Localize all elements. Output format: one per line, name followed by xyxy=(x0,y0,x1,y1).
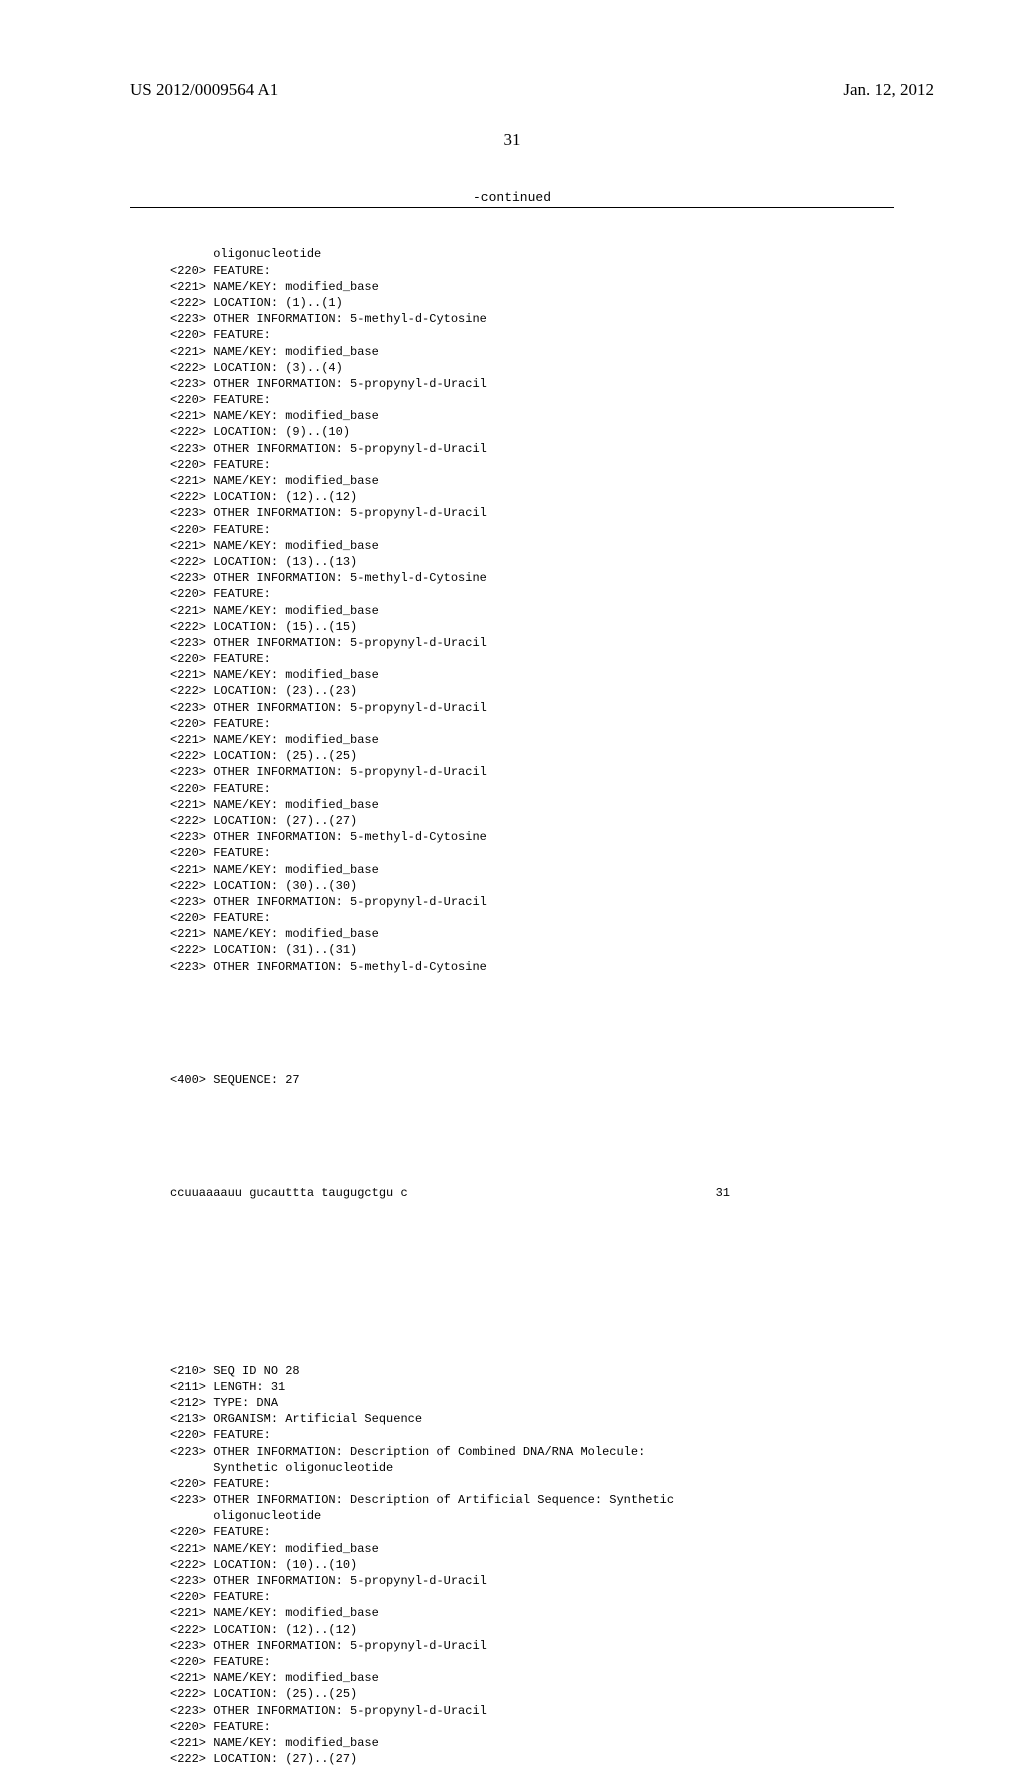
listing-line: <223> OTHER INFORMATION: Description of … xyxy=(170,1444,894,1460)
listing-line: <221> NAME/KEY: modified_base xyxy=(170,344,894,360)
listing-line: <221> NAME/KEY: modified_base xyxy=(170,926,894,942)
page-number: 31 xyxy=(0,130,1024,150)
feature-block-2: <210> SEQ ID NO 28<211> LENGTH: 31<212> … xyxy=(170,1363,894,1768)
listing-line: <220> FEATURE: xyxy=(170,845,894,861)
listing-line: <211> LENGTH: 31 xyxy=(170,1379,894,1395)
listing-line: <222> LOCATION: (1)..(1) xyxy=(170,295,894,311)
page-header: US 2012/0009564 A1 Jan. 12, 2012 xyxy=(0,0,1024,100)
listing-line: <222> LOCATION: (27)..(27) xyxy=(170,1751,894,1767)
listing-line: <222> LOCATION: (31)..(31) xyxy=(170,942,894,958)
feature-block-1: oligonucleotide<220> FEATURE:<221> NAME/… xyxy=(170,246,894,974)
listing-line: <220> FEATURE: xyxy=(170,781,894,797)
listing-line: <221> NAME/KEY: modified_base xyxy=(170,667,894,683)
listing-line: <222> LOCATION: (30)..(30) xyxy=(170,878,894,894)
listing-line: <220> FEATURE: xyxy=(170,1476,894,1492)
listing-line: <221> NAME/KEY: modified_base xyxy=(170,408,894,424)
listing-line: <222> LOCATION: (23)..(23) xyxy=(170,683,894,699)
listing-line: <223> OTHER INFORMATION: 5-methyl-d-Cyto… xyxy=(170,570,894,586)
listing-line: <223> OTHER INFORMATION: 5-propynyl-d-Ur… xyxy=(170,700,894,716)
continued-label: -continued xyxy=(0,190,1024,207)
listing-line: <221> NAME/KEY: modified_base xyxy=(170,1541,894,1557)
listing-line: <223> OTHER INFORMATION: 5-propynyl-d-Ur… xyxy=(170,1573,894,1589)
listing-line: <223> OTHER INFORMATION: 5-propynyl-d-Ur… xyxy=(170,764,894,780)
listing-line: <221> NAME/KEY: modified_base xyxy=(170,732,894,748)
listing-line: <221> NAME/KEY: modified_base xyxy=(170,862,894,878)
listing-line: <222> LOCATION: (9)..(10) xyxy=(170,424,894,440)
listing-line: <220> FEATURE: xyxy=(170,263,894,279)
listing-line: <220> FEATURE: xyxy=(170,327,894,343)
listing-line: <223> OTHER INFORMATION: 5-propynyl-d-Ur… xyxy=(170,894,894,910)
listing-line: <220> FEATURE: xyxy=(170,392,894,408)
listing-line: <221> NAME/KEY: modified_base xyxy=(170,279,894,295)
listing-line: <210> SEQ ID NO 28 xyxy=(170,1363,894,1379)
listing-line: <222> LOCATION: (27)..(27) xyxy=(170,813,894,829)
listing-line: <221> NAME/KEY: modified_base xyxy=(170,797,894,813)
listing-line: <223> OTHER INFORMATION: 5-propynyl-d-Ur… xyxy=(170,1638,894,1654)
listing-line: <220> FEATURE: xyxy=(170,1719,894,1735)
listing-line: <221> NAME/KEY: modified_base xyxy=(170,1605,894,1621)
listing-line: <220> FEATURE: xyxy=(170,586,894,602)
listing-line: <220> FEATURE: xyxy=(170,651,894,667)
listing-line: Synthetic oligonucleotide xyxy=(170,1460,894,1476)
listing-line: <222> LOCATION: (15)..(15) xyxy=(170,619,894,635)
listing-line: <220> FEATURE: xyxy=(170,1427,894,1443)
listing-line: <222> LOCATION: (3)..(4) xyxy=(170,360,894,376)
listing-line: <222> LOCATION: (13)..(13) xyxy=(170,554,894,570)
listing-line: <222> LOCATION: (25)..(25) xyxy=(170,1686,894,1702)
listing-line: <220> FEATURE: xyxy=(170,1524,894,1540)
sequence-27-data: ccuuaaaauu gucauttta taugugctgu c xyxy=(170,1185,408,1201)
listing-line: oligonucleotide xyxy=(170,246,894,262)
listing-line: <223> OTHER INFORMATION: 5-propynyl-d-Ur… xyxy=(170,635,894,651)
listing-line: <213> ORGANISM: Artificial Sequence xyxy=(170,1411,894,1427)
listing-line: <223> OTHER INFORMATION: 5-methyl-d-Cyto… xyxy=(170,311,894,327)
listing-line: <223> OTHER INFORMATION: 5-methyl-d-Cyto… xyxy=(170,959,894,975)
listing-line: <221> NAME/KEY: modified_base xyxy=(170,1735,894,1751)
listing-line: <222> LOCATION: (12)..(12) xyxy=(170,1622,894,1638)
listing-line: <220> FEATURE: xyxy=(170,910,894,926)
listing-line: <223> OTHER INFORMATION: 5-propynyl-d-Ur… xyxy=(170,505,894,521)
listing-line: <223> OTHER INFORMATION: 5-methyl-d-Cyto… xyxy=(170,829,894,845)
sequence-27-header: <400> SEQUENCE: 27 xyxy=(170,1072,894,1088)
listing-line: <222> LOCATION: (10)..(10) xyxy=(170,1557,894,1573)
listing-line: <221> NAME/KEY: modified_base xyxy=(170,603,894,619)
listing-line: <222> LOCATION: (25)..(25) xyxy=(170,748,894,764)
listing-line: <221> NAME/KEY: modified_base xyxy=(170,1670,894,1686)
publication-number: US 2012/0009564 A1 xyxy=(130,80,278,100)
listing-line: <221> NAME/KEY: modified_base xyxy=(170,538,894,554)
listing-line: <220> FEATURE: xyxy=(170,716,894,732)
listing-line: <223> OTHER INFORMATION: 5-propynyl-d-Ur… xyxy=(170,1703,894,1719)
listing-line: <223> OTHER INFORMATION: Description of … xyxy=(170,1492,894,1508)
sequence-27-row: ccuuaaaauu gucauttta taugugctgu c 31 xyxy=(170,1185,730,1201)
sequence-listing: oligonucleotide<220> FEATURE:<221> NAME/… xyxy=(0,208,1024,1783)
listing-line: <223> OTHER INFORMATION: 5-propynyl-d-Ur… xyxy=(170,376,894,392)
listing-line: <220> FEATURE: xyxy=(170,1589,894,1605)
listing-line: <220> FEATURE: xyxy=(170,457,894,473)
listing-line: <221> NAME/KEY: modified_base xyxy=(170,473,894,489)
listing-line: oligonucleotide xyxy=(170,1508,894,1524)
listing-line: <220> FEATURE: xyxy=(170,522,894,538)
listing-line: <212> TYPE: DNA xyxy=(170,1395,894,1411)
publication-date: Jan. 12, 2012 xyxy=(843,80,934,100)
listing-line: <222> LOCATION: (12)..(12) xyxy=(170,489,894,505)
listing-line: <223> OTHER INFORMATION: 5-propynyl-d-Ur… xyxy=(170,441,894,457)
listing-line: <220> FEATURE: xyxy=(170,1654,894,1670)
sequence-27-length: 31 xyxy=(716,1185,730,1201)
